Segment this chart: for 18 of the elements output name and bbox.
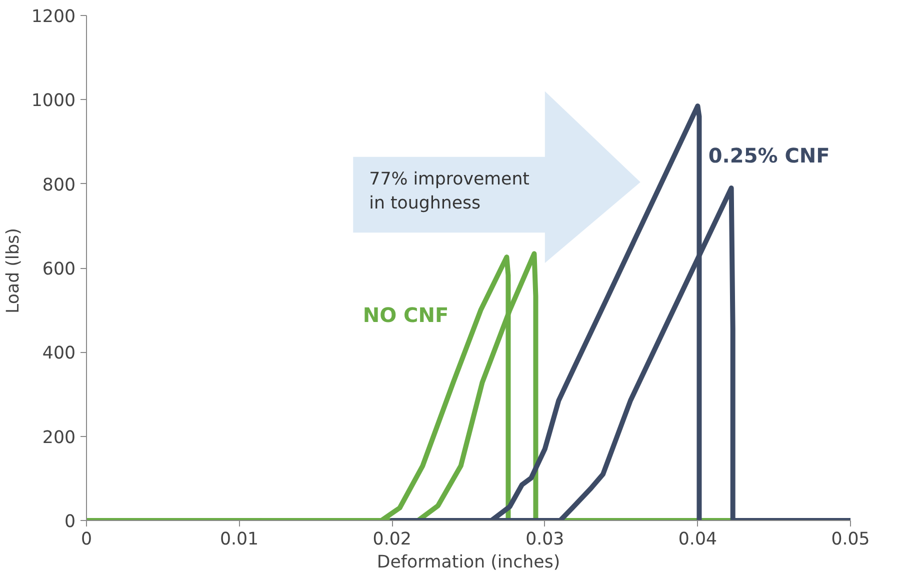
annotation: 77% improvement in toughness (369, 170, 530, 214)
y-tick-label: 800 (42, 175, 76, 196)
y-tick-label: 400 (42, 344, 76, 364)
x-axis-title: Deformation (inches) (376, 552, 560, 572)
x-tick-label: 0.02 (372, 530, 412, 550)
y-tick-label: 1000 (31, 91, 76, 112)
y-tick-label: 600 (42, 260, 76, 280)
y-tick-label: 1200 (31, 7, 76, 27)
x-tick-label: 0.05 (831, 530, 870, 550)
y-axis-title: Load (lbs) (3, 228, 24, 314)
x-tick-label: 0.04 (678, 530, 718, 550)
x-tick-label: 0.03 (526, 530, 564, 550)
x-tick-label: 0 (80, 530, 92, 550)
y-tick-label: 0 (64, 512, 76, 532)
x-tick-label: 0.01 (220, 530, 259, 550)
y-tick-label: 200 (42, 428, 76, 448)
series-label: NO CNF (362, 303, 449, 328)
series-label: 0.25% CNF (708, 144, 830, 168)
